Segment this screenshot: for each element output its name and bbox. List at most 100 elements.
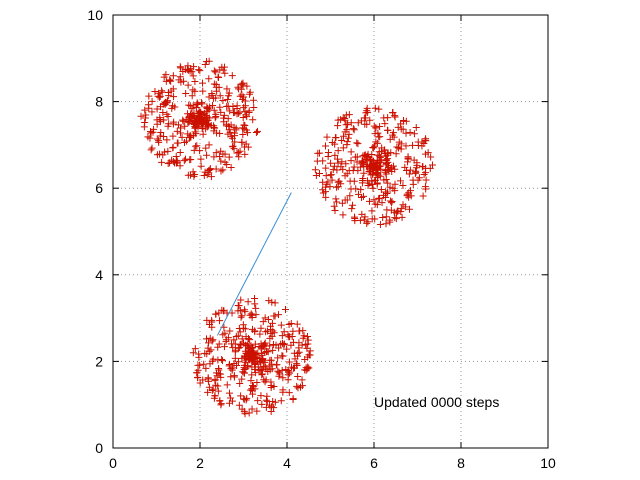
data-point [340,132,348,140]
data-point [239,113,247,121]
data-point [204,344,212,352]
data-point [217,108,225,116]
data-point [241,352,249,360]
data-point [313,157,321,165]
data-point [156,132,164,140]
data-point [205,93,213,101]
data-point [391,180,399,188]
data-point [386,183,394,191]
data-point [338,136,346,144]
data-point [403,192,411,200]
data-point [215,364,223,372]
data-point [249,352,257,360]
scatter-points [137,57,436,418]
data-point [389,184,397,192]
data-point [372,176,380,184]
data-point [242,126,250,134]
data-point [252,311,260,319]
data-point [202,364,210,372]
data-point [347,148,355,156]
data-point [213,372,221,380]
data-point [353,158,361,166]
data-point [246,336,254,344]
data-point [204,388,212,396]
data-point [266,356,274,364]
data-point [331,206,339,214]
data-point [304,340,312,348]
data-point [383,206,391,214]
data-point [357,186,365,194]
data-point [228,134,236,142]
data-point [211,392,219,400]
y-tick-label: 2 [95,353,103,369]
data-point [185,113,193,121]
data-point [227,394,235,402]
data-point [344,134,352,142]
data-point [209,385,217,393]
data-point [216,370,224,378]
data-point [232,124,240,132]
data-point [275,368,283,376]
data-point [251,340,259,348]
data-point [237,392,245,400]
data-point [285,321,293,329]
data-point [180,77,188,85]
data-point [397,177,405,185]
data-point [254,397,262,405]
data-point [331,134,339,142]
data-point [397,205,405,213]
data-point [270,312,278,320]
data-point [321,142,329,150]
data-point [237,296,245,304]
data-point [170,93,178,101]
data-point [402,142,410,150]
data-point [176,63,184,71]
data-point [238,124,246,132]
data-point [351,215,359,223]
data-point [191,345,199,353]
data-point [192,123,200,131]
data-point [347,119,355,127]
data-point [289,327,297,335]
data-point [223,161,231,169]
data-point [384,179,392,187]
data-point [372,138,380,146]
data-point [422,164,430,172]
data-point [165,92,173,100]
data-point [252,129,260,137]
data-point [260,376,268,384]
data-point [176,73,184,81]
data-point [363,104,371,112]
data-point [180,157,188,165]
data-point [350,163,358,171]
data-point [262,328,270,336]
data-point [157,129,165,137]
data-point [167,77,175,85]
data-point [331,151,339,159]
data-point [391,112,399,120]
data-point [274,311,282,319]
data-point [193,369,201,377]
data-point [361,213,369,221]
data-point [243,82,251,90]
data-point [200,109,208,117]
data-point [219,307,227,315]
data-point [427,153,435,161]
data-point [354,190,362,198]
data-point [342,160,350,168]
data-point [289,396,297,404]
data-point [151,88,159,96]
data-point [172,159,180,167]
data-point [422,135,430,143]
data-point [377,165,385,173]
data-point [204,105,212,113]
data-point [274,367,282,375]
data-point [194,373,202,381]
data-point [200,360,208,368]
trajectory-line [216,192,292,336]
data-point [244,362,252,370]
data-point [397,120,405,128]
data-point [244,298,252,306]
data-point [268,332,276,340]
data-point [333,198,341,206]
